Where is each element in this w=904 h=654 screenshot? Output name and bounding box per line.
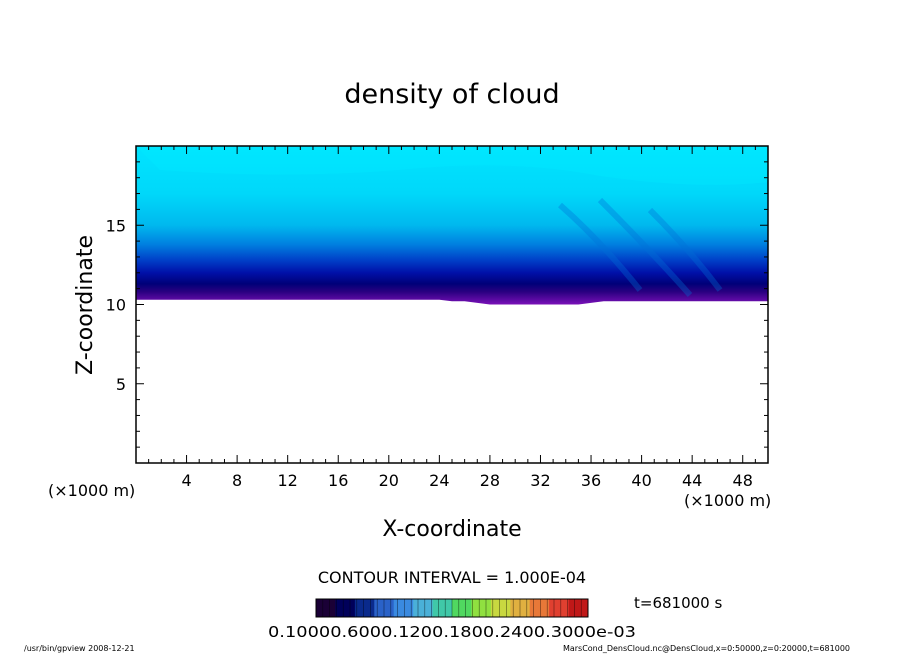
- y-tick-label: 10: [106, 296, 126, 315]
- plot-area: [136, 146, 768, 305]
- x-tick-label: 20: [379, 471, 399, 490]
- colorbar-swatch: [549, 599, 570, 617]
- y-axis: 5 10 15: [106, 161, 768, 448]
- contour-interval: CONTOUR INTERVAL = 1.000E-04: [318, 568, 586, 587]
- x-tick-label: 12: [278, 471, 298, 490]
- x-tick-label: 40: [631, 471, 651, 490]
- x-tick-label: 36: [581, 471, 601, 490]
- colorbar-swatch: [452, 599, 472, 617]
- x-axis-label: X-coordinate: [382, 517, 521, 542]
- x-tick-label: 24: [429, 471, 449, 490]
- colorbar-frame: [315, 598, 589, 618]
- x-axis: 4 8 12 16 20 24 28 32 36 40 44 48: [148, 146, 756, 490]
- colorbar-swatch: [354, 599, 375, 617]
- y-tick-label: 15: [106, 216, 126, 235]
- time-label: t=681000 s: [634, 594, 722, 612]
- cloud-density-field: [136, 146, 768, 305]
- y-axis-label: Z-coordinate: [73, 235, 98, 375]
- x-unit-label-left: (×1000 m): [48, 481, 135, 500]
- x-tick-label: 48: [733, 471, 753, 490]
- colorbar-swatch: [335, 599, 356, 617]
- chart-title: density of cloud: [344, 79, 559, 110]
- colorbar-swatch: [393, 599, 414, 617]
- x-tick-label: 32: [530, 471, 550, 490]
- x-unit-label-right: (×1000 m): [684, 491, 771, 510]
- x-tick-label: 16: [328, 471, 348, 490]
- colorbar-swatch: [568, 599, 589, 617]
- x-tick-label: 28: [480, 471, 500, 490]
- colorbar-swatch: [529, 599, 550, 617]
- x-tick-label: 44: [682, 471, 702, 490]
- footer-right: MarsCond_DensCloud.nc@DensCloud,x=0:5000…: [563, 644, 850, 653]
- x-tick-label: 4: [181, 471, 191, 490]
- colorbar-labels: 0.10000.6000.1200.1800.2400.3000e-03: [268, 623, 636, 641]
- colorbar-swatch: [471, 599, 492, 617]
- colorbar-swatch: [316, 599, 336, 617]
- colorbar-swatch: [490, 599, 511, 617]
- x-tick-label: 8: [232, 471, 242, 490]
- colorbar: [315, 599, 589, 617]
- y-tick-label: 5: [116, 375, 126, 394]
- colorbar-swatch: [413, 599, 434, 617]
- colorbar-swatch: [432, 599, 453, 617]
- footer-left: /usr/bin/gpview 2008-12-21: [24, 644, 135, 653]
